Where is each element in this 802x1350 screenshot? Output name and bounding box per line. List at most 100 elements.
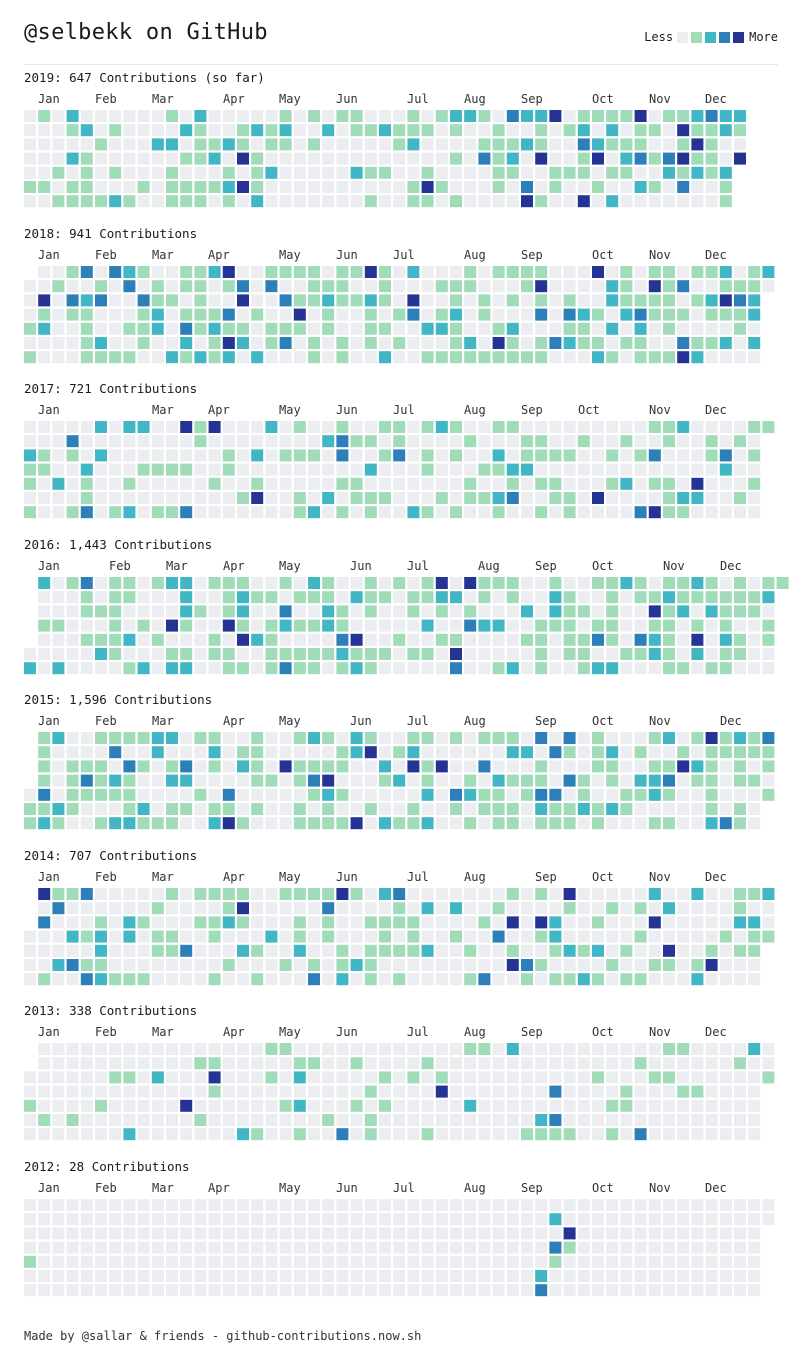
legend-swatch-level-4 xyxy=(733,31,745,43)
contribution-day xyxy=(194,337,207,349)
contribution-day xyxy=(95,435,107,448)
contribution-day xyxy=(535,577,548,589)
contribution-day xyxy=(293,152,306,165)
contribution-day xyxy=(648,774,661,787)
contribution-day xyxy=(577,916,590,929)
month-label: Oct xyxy=(592,714,614,728)
contribution-day xyxy=(478,1241,491,1254)
contribution-day xyxy=(592,138,604,151)
contribution-day xyxy=(549,605,562,618)
contribution-day xyxy=(24,1284,36,1297)
contribution-day xyxy=(734,732,746,744)
contribution-day xyxy=(620,732,633,744)
contribution-day xyxy=(592,619,604,632)
contribution-day xyxy=(38,1114,51,1126)
contribution-day xyxy=(620,973,633,986)
contribution-day xyxy=(705,633,718,646)
contribution-day xyxy=(66,944,79,957)
contribution-day xyxy=(95,732,107,744)
contribution-day xyxy=(634,1270,647,1282)
contribution-day xyxy=(137,916,150,929)
contribution-day xyxy=(577,1213,590,1226)
contribution-day xyxy=(648,1213,661,1226)
contribution-day xyxy=(549,1255,562,1268)
contribution-day xyxy=(194,902,207,915)
contribution-day xyxy=(407,1099,420,1112)
month-label: May xyxy=(279,92,301,106)
contribution-day xyxy=(194,633,207,646)
contribution-day xyxy=(535,449,548,462)
contribution-day xyxy=(606,648,619,660)
contribution-day xyxy=(109,1085,122,1098)
contribution-day xyxy=(506,1199,519,1211)
contribution-day xyxy=(478,322,491,335)
contribution-day xyxy=(521,803,533,815)
contribution-day xyxy=(38,195,51,208)
contribution-day xyxy=(492,803,505,815)
contribution-day xyxy=(194,591,207,604)
contribution-day xyxy=(66,774,79,787)
contribution-day xyxy=(620,888,633,900)
contribution-day xyxy=(237,1128,249,1141)
contribution-day xyxy=(279,351,292,364)
contribution-day xyxy=(620,1043,633,1055)
contribution-day xyxy=(222,1284,235,1297)
contribution-day xyxy=(393,605,406,618)
contribution-day xyxy=(592,266,604,278)
contribution-day xyxy=(66,166,79,179)
contribution-day xyxy=(166,591,178,604)
contribution-day xyxy=(492,1114,505,1126)
contribution-day xyxy=(180,902,193,915)
contribution-day xyxy=(52,619,65,632)
contribution-day xyxy=(180,181,193,193)
contribution-day xyxy=(180,605,193,618)
contribution-day xyxy=(208,774,221,787)
contribution-day xyxy=(506,973,519,986)
contribution-day xyxy=(123,888,136,900)
contribution-day xyxy=(137,1213,150,1226)
contribution-day xyxy=(521,1128,533,1141)
contribution-day xyxy=(492,662,505,675)
contribution-day xyxy=(677,577,690,589)
contribution-day xyxy=(734,266,746,278)
contribution-day xyxy=(719,605,732,618)
contribution-day xyxy=(166,746,178,759)
contribution-day xyxy=(166,662,178,675)
contribution-day xyxy=(521,166,533,179)
contribution-day xyxy=(592,803,604,815)
contribution-day xyxy=(379,1213,391,1226)
contribution-day xyxy=(634,1114,647,1126)
contribution-day xyxy=(222,1099,235,1112)
contribution-day xyxy=(350,619,363,632)
contribution-day xyxy=(137,1057,150,1070)
contribution-day xyxy=(24,648,36,660)
contribution-day xyxy=(52,930,65,943)
contribution-day xyxy=(663,916,675,929)
contribution-day xyxy=(435,166,448,179)
contribution-day xyxy=(748,633,761,646)
contribution-day xyxy=(677,152,690,165)
contribution-day xyxy=(521,435,533,448)
contribution-day xyxy=(705,803,718,815)
contribution-day xyxy=(464,902,477,915)
contribution-day xyxy=(464,195,477,208)
contribution-day xyxy=(80,1284,93,1297)
contribution-day xyxy=(577,477,590,490)
contribution-day xyxy=(719,959,732,971)
contribution-day xyxy=(407,788,420,801)
contribution-day xyxy=(222,633,235,646)
contribution-day xyxy=(435,322,448,335)
contribution-day xyxy=(194,788,207,801)
contribution-day xyxy=(393,1199,406,1211)
contribution-day xyxy=(648,435,661,448)
contribution-day xyxy=(180,662,193,675)
legend-swatch-empty xyxy=(677,31,689,43)
contribution-day xyxy=(506,421,519,433)
contribution-day xyxy=(407,916,420,929)
contribution-day xyxy=(322,760,335,773)
contribution-day xyxy=(634,308,647,321)
contribution-day xyxy=(24,463,36,476)
contribution-day xyxy=(80,817,93,830)
contribution-day xyxy=(549,648,562,660)
contribution-day xyxy=(95,648,107,660)
